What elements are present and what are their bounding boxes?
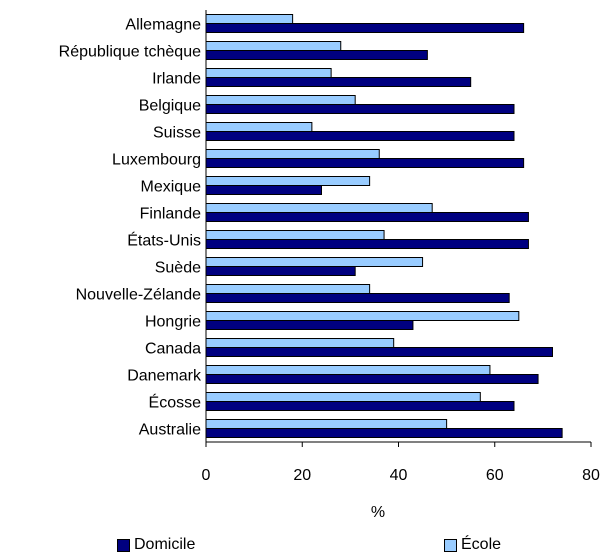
legend-label-domicile: Domicile [134, 536, 196, 553]
bar-ecole [205, 95, 356, 105]
bar-domicile [205, 428, 563, 438]
legend-label-ecole: École [461, 536, 502, 553]
category-label: Danemark [127, 368, 202, 385]
bar-ecole [205, 419, 448, 429]
category-label: Hongrie [145, 314, 201, 331]
category-label: Australie [139, 422, 201, 439]
legend-item-domicile: Domicile [117, 536, 195, 554]
bar-domicile [205, 104, 515, 114]
bar-ecole [205, 149, 380, 159]
legend-item-ecole: École [444, 536, 501, 554]
bar-domicile [205, 401, 515, 411]
category-label: Écosse [149, 393, 202, 412]
bar-ecole [205, 338, 395, 348]
bar-domicile [205, 374, 539, 384]
bar-domicile [205, 266, 356, 276]
category-label: Canada [145, 341, 201, 358]
bars-group [205, 14, 563, 438]
category-label: Finlande [140, 206, 201, 223]
bar-ecole [205, 203, 433, 213]
category-label: Suisse [153, 125, 201, 142]
bar-ecole [205, 176, 371, 186]
x-tick-label: 60 [486, 467, 504, 484]
bar-ecole [205, 311, 520, 321]
bar-domicile [205, 185, 322, 195]
x-axis-title: % [371, 504, 385, 521]
bar-domicile [205, 320, 414, 330]
bar-ecole [205, 230, 385, 240]
bar-ecole [205, 392, 481, 402]
category-label: Mexique [141, 179, 202, 196]
bar-domicile [205, 50, 428, 60]
bar-ecole [205, 365, 491, 375]
bar-ecole [205, 257, 424, 267]
bar-ecole [205, 284, 371, 294]
legend-swatch-ecole [444, 538, 457, 552]
bar-domicile [205, 77, 472, 87]
x-tick-label: 20 [293, 467, 311, 484]
bar-domicile [205, 212, 529, 222]
bar-ecole [205, 122, 313, 132]
bar-domicile [205, 158, 525, 168]
category-label: États-Unis [127, 231, 201, 250]
x-axis-ticks: 0 20 40 60 80 [202, 442, 600, 484]
category-label: Irlande [152, 71, 201, 88]
legend-swatch-domicile [117, 538, 130, 552]
category-label: Suède [155, 260, 201, 277]
bar-domicile [205, 131, 515, 141]
bar-ecole [205, 68, 332, 78]
bar-ecole [205, 14, 294, 24]
bar-domicile [205, 239, 529, 249]
bar-domicile [205, 293, 510, 303]
bar-ecole [205, 41, 342, 51]
category-label: République tchèque [59, 44, 201, 61]
category-label: Allemagne [125, 17, 201, 34]
bar-domicile [205, 23, 525, 33]
category-labels: Allemagne République tchèque Irlande Belgiq… [59, 17, 202, 439]
x-tick-label: 40 [390, 467, 408, 484]
category-label: Luxembourg [112, 152, 201, 169]
category-label: Nouvelle-Zélande [76, 287, 202, 304]
bar-domicile [205, 347, 553, 357]
x-tick-label: 80 [582, 467, 600, 484]
category-label: Belgique [139, 98, 201, 115]
x-tick-label: 0 [202, 467, 211, 484]
